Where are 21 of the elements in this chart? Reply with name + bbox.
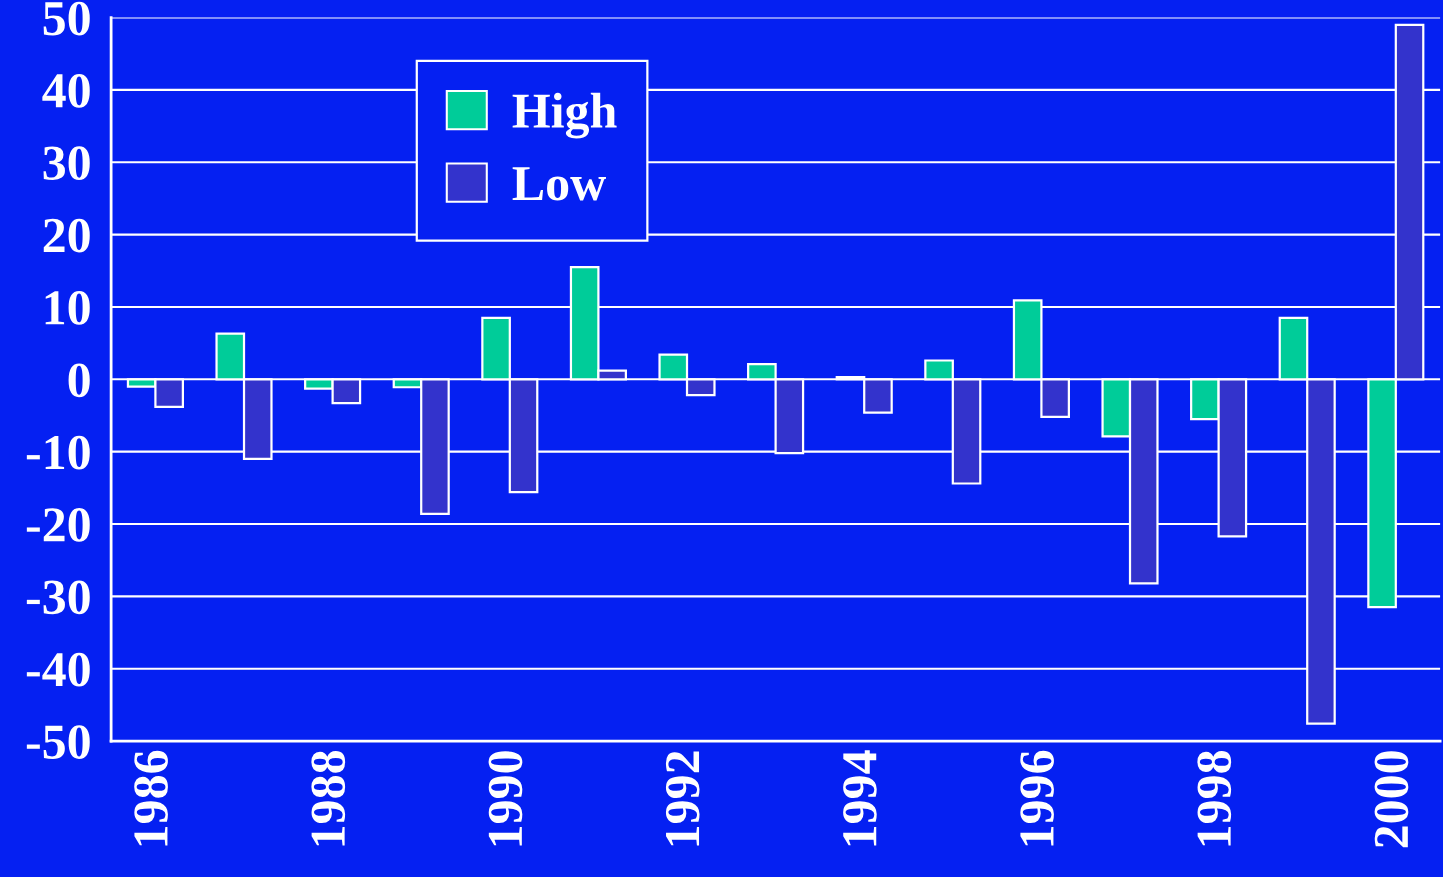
- x-tick-label: 1998: [1197, 751, 1232, 846]
- x-tick-label: 1988: [311, 751, 346, 846]
- y-tick-label: -50: [26, 725, 90, 759]
- y-tick-label: -10: [26, 435, 90, 470]
- legend-label: High: [512, 92, 617, 139]
- y-tick-label: 20: [43, 218, 90, 253]
- y-tick-label: 50: [43, 1, 90, 36]
- y-tick-label: 40: [42, 73, 90, 108]
- x-tick-label: 1990: [488, 751, 523, 846]
- x-tick-label: 1994: [843, 750, 877, 846]
- x-tick-label: 1992: [665, 751, 700, 846]
- y-tick-label: -40: [26, 652, 90, 687]
- x-tick-label: 1996: [1020, 750, 1054, 846]
- y-tick-label: -20: [26, 508, 90, 542]
- y-tick-label: 0: [68, 363, 90, 398]
- y-tick-label: 30: [43, 146, 90, 181]
- legend-label: Low: [512, 167, 606, 201]
- x-tick-label: 2000: [1374, 751, 1409, 848]
- y-tick-label: 10: [45, 291, 90, 325]
- x-tick-label: 1986: [134, 750, 168, 846]
- y-tick-label: -30: [26, 580, 90, 615]
